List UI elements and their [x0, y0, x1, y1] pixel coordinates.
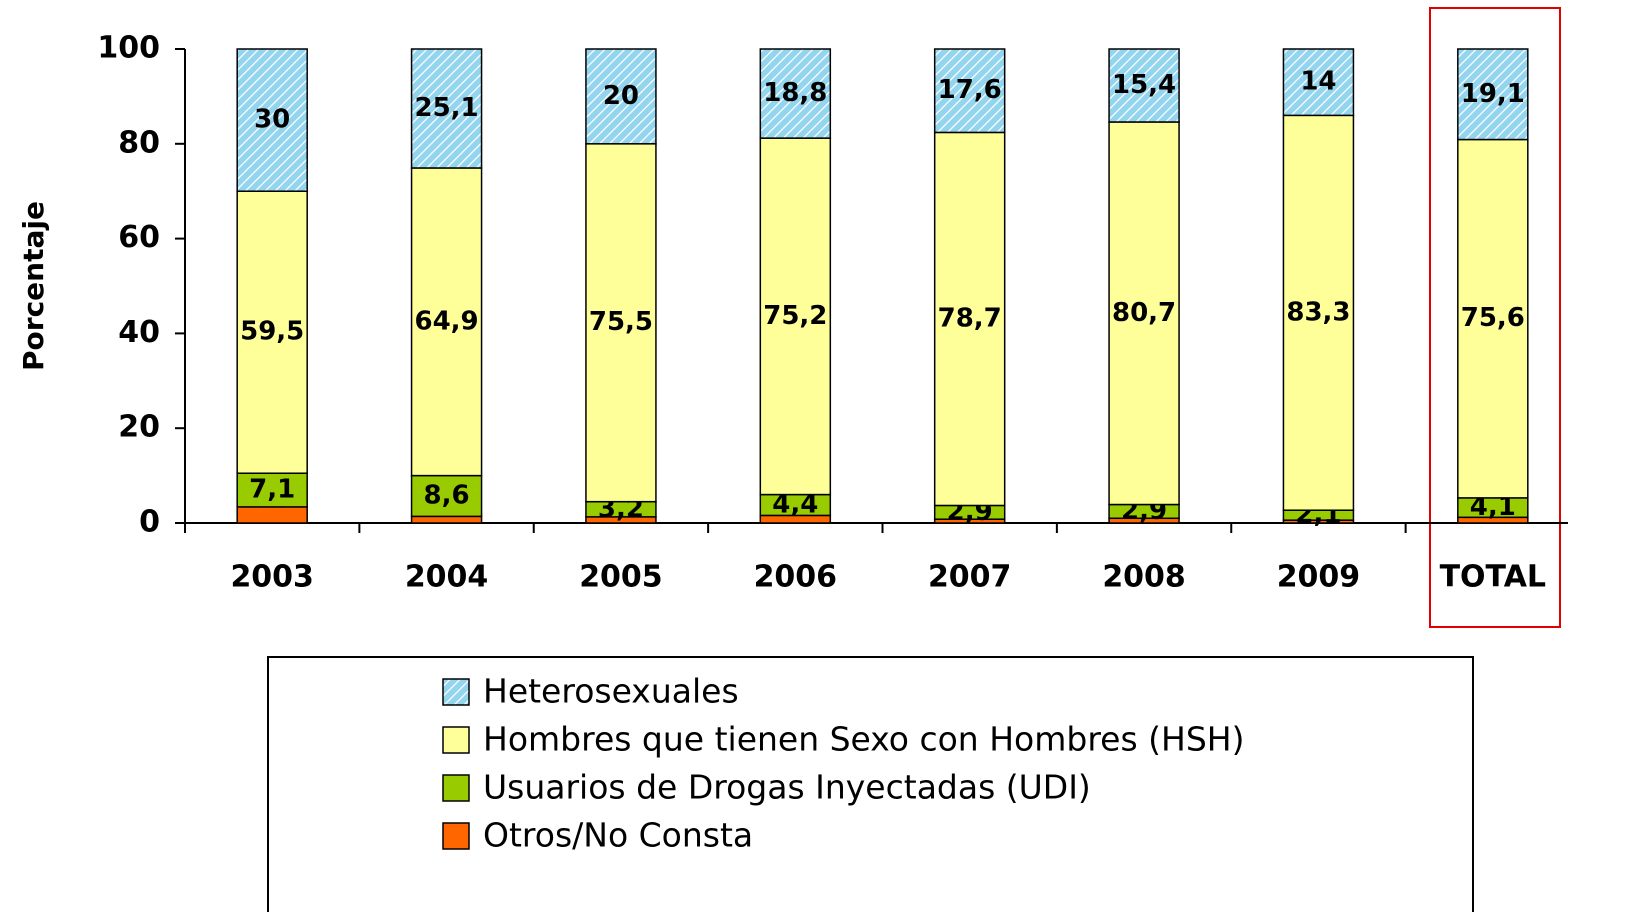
legend-label: Hombres que tienen Sexo con Hombres (HSH…	[483, 720, 1244, 759]
legend-swatch	[442, 774, 470, 802]
bar-segment	[410, 48, 483, 169]
legend-label: Otros/No Consta	[483, 816, 753, 855]
x-tick-label: 2007	[928, 560, 1012, 595]
data-label: 78,7	[938, 303, 1002, 333]
x-tick-label: 2004	[405, 560, 489, 595]
bar-segment	[759, 48, 832, 139]
bar-segment	[1457, 48, 1529, 141]
data-label: 83,3	[1286, 297, 1350, 327]
x-tick-label: 2009	[1277, 560, 1361, 595]
y-tick-label: 40	[118, 315, 160, 350]
bar-segment	[933, 48, 1006, 134]
bar-segment	[410, 515, 483, 524]
bar-segment	[1108, 121, 1180, 506]
y-tick-label: 100	[97, 31, 160, 66]
data-label: 75,6	[1461, 303, 1525, 333]
data-label: 20	[603, 81, 639, 111]
bar-segment	[236, 506, 308, 524]
y-tick-label: 80	[118, 125, 160, 160]
y-tick-label: 20	[118, 410, 160, 445]
data-label: 14	[1300, 67, 1336, 97]
bar-segment	[410, 167, 483, 477]
data-label: 59,5	[240, 317, 304, 347]
x-tick-label: 2008	[1102, 560, 1186, 595]
highlight-box	[1429, 7, 1561, 628]
bar-segment	[585, 48, 657, 145]
y-axis-label: Porcentaje	[17, 201, 50, 371]
data-label: 75,2	[763, 301, 827, 331]
data-label: 7,1	[249, 475, 295, 505]
bar-segment	[1108, 48, 1180, 123]
bar-segment	[933, 131, 1006, 507]
bar-segment	[236, 190, 308, 474]
bar-segment	[236, 472, 308, 508]
bar-segment	[585, 143, 657, 503]
bar-segment	[1282, 114, 1355, 511]
x-tick-label: TOTAL	[1440, 560, 1546, 595]
legend-swatch	[442, 822, 470, 850]
bar-segment	[410, 474, 483, 518]
legend-swatch	[442, 726, 470, 754]
data-label: 64,9	[414, 306, 478, 336]
data-label: 15,4	[1112, 70, 1176, 100]
data-label: 25,1	[414, 93, 478, 123]
bar-segment	[236, 48, 308, 192]
x-tick-label: 2003	[230, 560, 314, 595]
legend-label: Heterosexuales	[483, 672, 739, 711]
data-label: 75,5	[589, 307, 653, 337]
y-tick-label: 0	[139, 505, 160, 540]
data-label: 17,6	[938, 75, 1002, 105]
data-label: 30	[254, 105, 290, 135]
bar-segment	[1282, 48, 1355, 117]
legend-label: Usuarios de Drogas Inyectadas (UDI)	[483, 768, 1091, 807]
data-label: 18,8	[763, 78, 827, 108]
legend-swatch	[442, 678, 470, 706]
data-label: 19,1	[1461, 79, 1525, 109]
bar-segment	[759, 137, 832, 496]
y-tick-label: 60	[118, 220, 160, 255]
data-label: 8,6	[424, 480, 470, 510]
x-tick-label: 2005	[579, 560, 663, 595]
data-label: 80,7	[1112, 298, 1176, 328]
bar-segment	[1457, 138, 1529, 499]
x-tick-label: 2006	[754, 560, 838, 595]
